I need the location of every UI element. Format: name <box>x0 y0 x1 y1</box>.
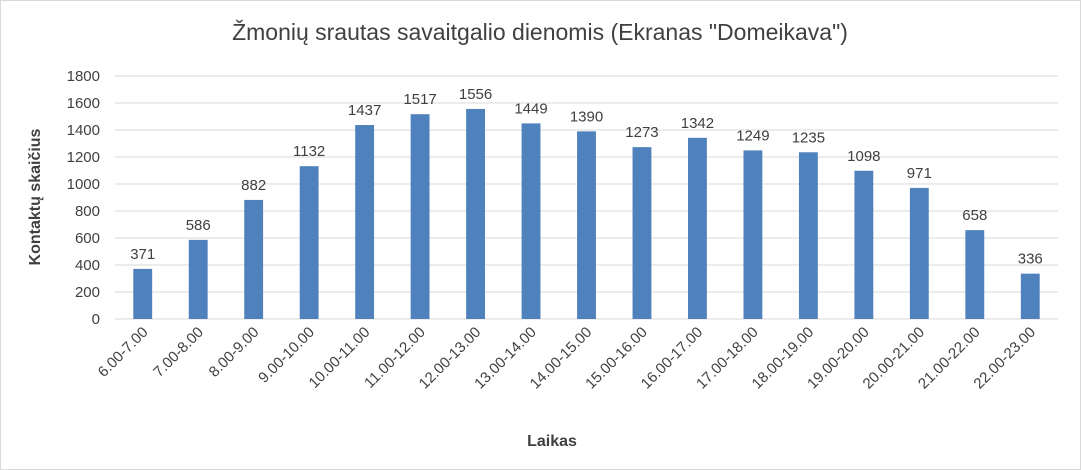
y-tick-label: 1000 <box>67 176 100 193</box>
data-label: 336 <box>1018 251 1043 268</box>
bar <box>688 137 707 319</box>
data-label: 971 <box>907 165 932 182</box>
y-tick-label: 600 <box>75 230 100 247</box>
data-label: 1273 <box>625 124 658 141</box>
y-tick-label: 1400 <box>67 122 100 139</box>
data-label: 1235 <box>792 129 825 146</box>
y-tick-label: 1600 <box>67 95 100 112</box>
data-label: 882 <box>241 177 266 194</box>
bar <box>743 150 763 319</box>
data-label: 1517 <box>403 91 436 108</box>
bar <box>244 199 264 319</box>
data-label: 1342 <box>681 115 714 132</box>
bar <box>965 230 985 319</box>
data-label: 1556 <box>459 86 492 103</box>
bar <box>1020 273 1040 319</box>
bar <box>410 114 430 319</box>
data-label: 1449 <box>514 100 547 117</box>
data-label: 1098 <box>847 148 880 165</box>
chart-title: Žmonių srautas savaitgalio dienomis (Ekr… <box>232 19 848 45</box>
y-tick-label: 0 <box>92 311 100 328</box>
bar <box>854 170 874 319</box>
y-axis-label: Kontaktų skaičius <box>27 128 44 265</box>
bar <box>632 147 652 319</box>
data-label: 1390 <box>570 108 603 125</box>
bar <box>466 108 485 319</box>
bar <box>299 166 319 319</box>
data-label: 1249 <box>736 127 769 144</box>
data-label: 658 <box>962 207 987 224</box>
y-tick-label: 200 <box>75 284 100 301</box>
bar <box>188 239 208 319</box>
bar <box>798 152 818 319</box>
bar <box>909 187 929 319</box>
y-tick-label: 400 <box>75 257 100 274</box>
y-tick-label: 800 <box>75 203 100 220</box>
bar <box>577 131 596 319</box>
y-tick-label: 1800 <box>67 68 100 85</box>
bar <box>355 125 375 319</box>
bar <box>133 268 153 319</box>
bar <box>521 123 541 319</box>
y-tick-label: 1200 <box>67 149 100 166</box>
data-label: 371 <box>130 246 155 263</box>
data-label: 586 <box>186 217 211 234</box>
data-label: 1437 <box>348 102 381 119</box>
x-axis-label: Laikas <box>527 433 577 450</box>
data-label: 1132 <box>293 143 325 160</box>
